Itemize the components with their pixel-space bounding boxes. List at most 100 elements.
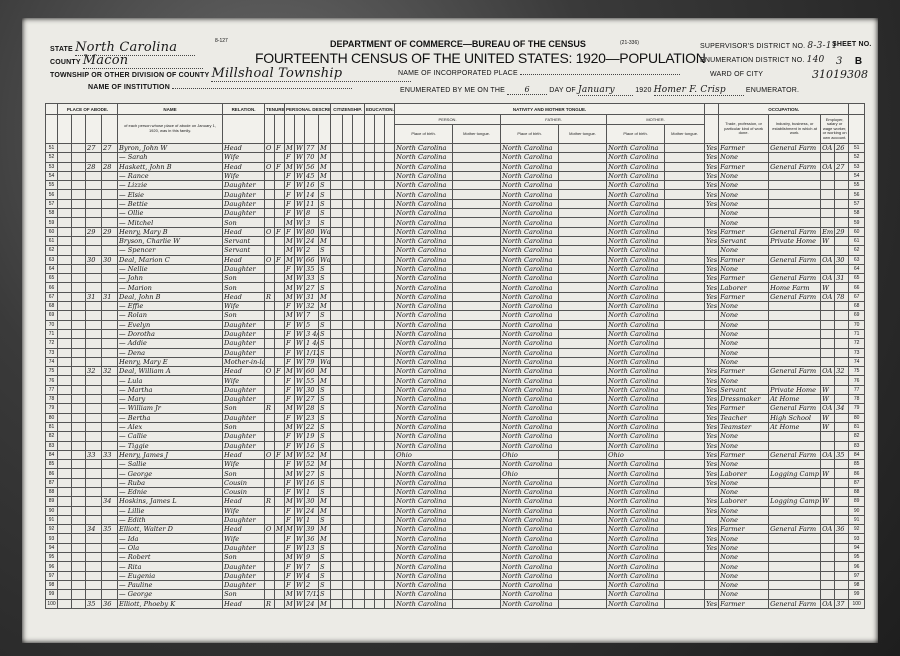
can-read <box>374 496 386 507</box>
father-birthplace: North Carolina <box>500 403 560 414</box>
mother-tongue <box>452 561 502 572</box>
father-tongue <box>558 514 608 526</box>
father-birthplace: North Carolina <box>500 496 560 507</box>
sex: M <box>284 254 296 265</box>
dwelling-number <box>85 170 102 182</box>
township-value: Millshoal Township <box>211 66 412 82</box>
attended-school <box>364 496 376 507</box>
father-tongue <box>558 570 608 581</box>
industry <box>768 431 822 442</box>
dwelling-number <box>85 282 102 293</box>
tenure <box>264 170 276 182</box>
occupation: None <box>718 589 770 600</box>
age: 7/12 <box>304 589 320 600</box>
farm-schedule-number <box>834 570 850 581</box>
birthplace: North Carolina <box>394 421 454 433</box>
supervisor-label: SUPERVISOR'S DISTRICT NO. <box>700 43 806 50</box>
race: W <box>294 496 306 507</box>
employer-class: OA <box>820 273 836 284</box>
immigration-year <box>330 561 344 572</box>
can-write <box>384 319 396 330</box>
line-number-right: 91 <box>848 514 866 526</box>
relation: Wife <box>222 375 266 386</box>
personal-description-header: PERSONAL DESCRIPTION. <box>284 103 332 115</box>
house-number <box>71 561 86 572</box>
age: 66 <box>304 254 320 265</box>
can-write <box>384 449 396 461</box>
line-number-right: 81 <box>848 421 866 433</box>
employer-class <box>820 561 836 572</box>
employer-class <box>820 514 836 526</box>
line-number: 74 <box>45 356 58 368</box>
mother-tongue <box>452 235 502 247</box>
race: W <box>294 254 306 265</box>
relation: Head <box>222 142 266 154</box>
census-row: 82— Callie Daughter F W 19 S North Carolina Nor… <box>45 431 866 442</box>
occupation: None <box>718 328 770 340</box>
occupation: None <box>718 542 770 554</box>
sex: F <box>284 328 296 340</box>
can-read <box>374 403 386 414</box>
father-tongue <box>558 524 608 535</box>
relation: Son <box>222 282 266 293</box>
farm-schedule-number <box>834 356 850 368</box>
age: 1/12 <box>304 347 320 358</box>
marital-status: M <box>318 505 332 516</box>
farm-schedule-number <box>834 468 850 479</box>
race: W <box>294 375 306 386</box>
census-row: 83— Tiggie Daughter F W 16 S North Carolina Nor… <box>45 440 866 451</box>
house-number <box>71 347 86 358</box>
street <box>57 170 72 182</box>
house-number <box>71 552 86 563</box>
mortgage <box>274 533 286 544</box>
mother-tongue <box>452 589 502 600</box>
speaks-english: Yes <box>704 375 720 386</box>
immigration-year <box>330 161 344 172</box>
attended-school <box>364 412 376 423</box>
mother-mother-tongue <box>664 254 706 265</box>
mother-birthplace: North Carolina <box>606 328 666 340</box>
line-number-right: 90 <box>848 505 866 516</box>
naturalization-year <box>352 273 366 284</box>
mortgage: F <box>274 366 286 377</box>
line-number-right: 73 <box>848 347 866 358</box>
industry <box>768 347 822 358</box>
father-birthplace: North Carolina <box>500 366 560 377</box>
mother-tongue <box>452 393 502 405</box>
line-number-right: 80 <box>848 412 866 423</box>
birthplace: North Carolina <box>394 579 454 591</box>
employer-class: OA <box>820 366 836 377</box>
person-name: — Ida <box>117 533 224 544</box>
street <box>57 198 72 210</box>
mother-birthplace: North Carolina <box>606 217 666 228</box>
mother-tongue <box>452 375 502 386</box>
speaks-english <box>704 514 720 526</box>
birthplace: North Carolina <box>394 561 454 572</box>
father-birthplace: North Carolina <box>500 486 560 498</box>
line-number: 94 <box>45 542 58 554</box>
line-number-right: 92 <box>848 524 866 535</box>
enum-day: 6 <box>507 85 548 95</box>
nativity-sub-headers: Place of birth. Mother tongue. Place of … <box>46 124 865 144</box>
tenure: O <box>264 449 276 461</box>
employer-class <box>820 189 836 200</box>
name-header: NAME <box>117 103 224 115</box>
attended-school <box>364 328 376 340</box>
birthplace: North Carolina <box>394 263 454 275</box>
race: W <box>294 328 306 340</box>
race: W <box>294 412 306 423</box>
speaks-english: Yes <box>704 254 720 265</box>
father-birthplace: North Carolina <box>500 552 560 563</box>
immigration-year <box>330 347 344 358</box>
race: W <box>294 198 306 210</box>
tenure <box>264 356 276 368</box>
mortgage <box>274 412 286 423</box>
speaks-english: Yes <box>704 598 720 609</box>
father-birthplace: North Carolina <box>500 570 560 581</box>
age: 70 <box>304 152 320 163</box>
father-tongue <box>558 477 608 489</box>
county-label: COUNTY <box>50 59 81 66</box>
mother-mother-tongue <box>664 468 706 479</box>
line-number: 71 <box>45 328 58 340</box>
mother-birthplace: North Carolina <box>606 263 666 275</box>
